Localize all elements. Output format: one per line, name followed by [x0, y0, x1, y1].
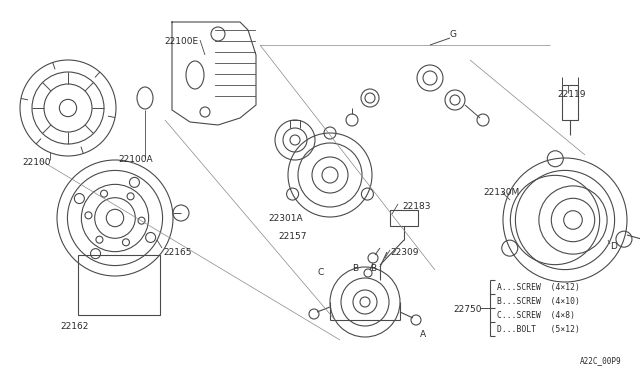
- Text: 22309: 22309: [390, 248, 419, 257]
- Text: D: D: [610, 242, 617, 251]
- Text: G: G: [450, 30, 457, 39]
- Text: A...SCREW  (4×12): A...SCREW (4×12): [497, 283, 580, 292]
- Bar: [562, 85, 578, 120]
- Text: B...SCREW  (4×10): B...SCREW (4×10): [497, 297, 580, 306]
- Text: 22301A: 22301A: [268, 214, 303, 223]
- Text: 22119: 22119: [557, 90, 586, 99]
- Text: 22100A: 22100A: [118, 155, 152, 164]
- Text: 22100: 22100: [22, 158, 51, 167]
- Text: 22162: 22162: [61, 322, 89, 331]
- Text: 22165: 22165: [163, 248, 191, 257]
- Text: B: B: [352, 264, 358, 273]
- Text: A: A: [420, 330, 426, 339]
- Text: C: C: [318, 268, 324, 277]
- Text: 22183: 22183: [402, 202, 431, 211]
- Text: 22750: 22750: [453, 305, 481, 314]
- Text: D...BOLT   (5×12): D...BOLT (5×12): [497, 325, 580, 334]
- Bar: [78, 255, 160, 315]
- Text: 22130M: 22130M: [483, 188, 519, 197]
- Text: C...SCREW  (4×8): C...SCREW (4×8): [497, 311, 575, 320]
- Text: B: B: [370, 264, 376, 273]
- Text: 22157: 22157: [278, 232, 307, 241]
- Bar: [390, 210, 418, 226]
- Text: 22100E: 22100E: [164, 37, 198, 46]
- Text: A22C_00P9: A22C_00P9: [580, 356, 621, 365]
